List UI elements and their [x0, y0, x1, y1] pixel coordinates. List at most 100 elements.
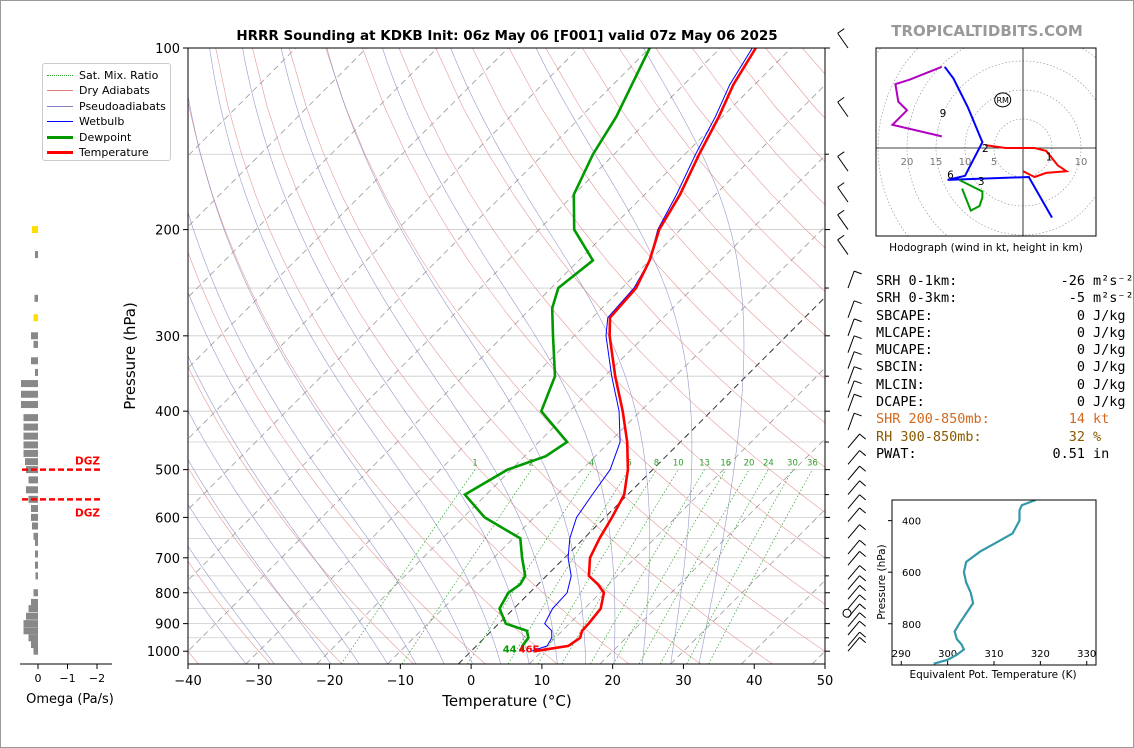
- wind-barb-staff: [847, 465, 860, 481]
- mixing-ratio-label: 10: [673, 459, 684, 469]
- x-tick-label: 10: [534, 674, 551, 689]
- theta-e-x-tick-label: 310: [984, 649, 1003, 660]
- wind-barb: [847, 450, 867, 465]
- pseudoadiabat: [643, 48, 745, 664]
- theta-e-x-label: Equivalent Pot. Temperature (K): [909, 669, 1076, 681]
- y-tick-label: 400: [155, 405, 180, 420]
- x-tick-label: −20: [316, 674, 343, 689]
- mixing-ratio-label: 2: [529, 459, 534, 469]
- mixing-ratio-label: 16: [720, 459, 731, 469]
- param-unit: J/kg: [1093, 359, 1126, 376]
- legend-label: Sat. Mix. Ratio: [79, 68, 159, 82]
- hodograph-green-segment: [958, 179, 984, 213]
- mixing-ratio-line: [537, 469, 657, 664]
- isotherm: [188, 48, 580, 440]
- param-row: SHR 200-850mb: 14 kt: [876, 411, 1134, 428]
- wind-barb-flag: [859, 637, 867, 643]
- wind-barb-staff: [847, 612, 860, 627]
- wind-barb-staff: [837, 186, 849, 203]
- wind-barb: [847, 300, 862, 318]
- param-unit: m²s⁻²: [1093, 273, 1134, 289]
- param-row: DCAPE: 0 J/kg: [876, 394, 1134, 411]
- wind-barb-flag: [859, 612, 867, 619]
- omega-bar: [23, 441, 38, 449]
- chart-title: HRRR Sounding at KDKB Init: 06z May 06 […: [236, 28, 777, 44]
- omega-bar: [21, 380, 38, 388]
- wind-barb-staff: [847, 551, 860, 566]
- wind-barb: [837, 234, 849, 255]
- omega-bar: [26, 486, 38, 494]
- param-row: PWAT: 0.51 in: [876, 446, 1134, 463]
- wind-barb-staff: [837, 32, 849, 49]
- dry-adiabat: [188, 560, 271, 664]
- wind-barb: [847, 412, 862, 431]
- param-row: MLCIN: 0 J/kg: [876, 377, 1134, 394]
- theta-e-panel: 290 300 310 320 330 400 600 800: [888, 500, 1096, 665]
- param-unit: J/kg: [1093, 307, 1126, 324]
- isotherm: [599, 438, 825, 664]
- legend-swatch: [47, 135, 73, 139]
- x-tick-label: −40: [174, 674, 201, 689]
- calm-wind-circle: [842, 608, 852, 618]
- omega-bar: [28, 476, 38, 484]
- omega-bar: [23, 627, 38, 635]
- hodograph-ring-label: 15: [930, 157, 943, 168]
- param-row-srh03: SRH 0-3km: -5 m²s⁻²: [876, 290, 1134, 307]
- legend-label: Dewpoint: [79, 130, 132, 144]
- omega-bar: [23, 449, 38, 457]
- omega-bar: [25, 458, 38, 466]
- mixing-ratio-label: 1: [472, 459, 477, 469]
- wind-barb-staff: [847, 539, 860, 555]
- isotherm: [528, 367, 825, 664]
- omega-bar: [31, 513, 38, 521]
- param-label: SHR 200-850mb:: [876, 411, 990, 428]
- pseudoadiabat: [188, 94, 473, 664]
- pseudoadiabat: [188, 503, 303, 664]
- theta-e-x-tick-label: 320: [1031, 649, 1050, 660]
- omega-bar: [34, 294, 38, 302]
- x-tick-label: −10: [387, 674, 414, 689]
- wind-barb-flag: [859, 575, 867, 582]
- omega-bar: [23, 414, 38, 422]
- legend-swatch: [47, 105, 73, 107]
- param-unit: J/kg: [1093, 394, 1126, 411]
- isotherm: [188, 48, 721, 582]
- omega-bar: [31, 641, 38, 649]
- param-unit: J/kg: [1093, 376, 1126, 393]
- wind-barb: [847, 465, 867, 481]
- pseudoadiabat: [188, 459, 332, 664]
- wind-barb: [847, 550, 867, 566]
- param-value: 0: [1076, 342, 1085, 359]
- hodograph-panel: 20 15 10 5 10 9 2 1 6 3 RM: [876, 48, 1096, 236]
- omega-bar: [26, 612, 38, 620]
- hodograph-frame: [875, 47, 1097, 237]
- wind-barb-staff: [847, 565, 860, 580]
- wind-barb-flag: [853, 318, 862, 323]
- legend-entry: Wetbulb: [47, 115, 124, 129]
- wind-barb-flag: [853, 412, 862, 417]
- omega-bar: [23, 432, 38, 440]
- wind-barb: [847, 494, 867, 509]
- wind-barb-flag: [859, 524, 867, 531]
- pseudoadiabat: [280, 48, 558, 664]
- wind-barb-staff: [847, 594, 860, 609]
- param-label: MLCAPE:: [876, 324, 933, 341]
- wind-barb-flag: [837, 28, 845, 34]
- hodograph-ring-label: 20: [901, 157, 914, 168]
- hodograph-ring-label: 10: [1075, 157, 1088, 168]
- omega-bar: [35, 251, 38, 259]
- hodograph-height-label: 6: [947, 170, 954, 182]
- omega-bar: [23, 620, 38, 628]
- pseudoadiabat: [450, 48, 650, 664]
- wind-barb-staff: [847, 270, 855, 289]
- y-tick-label: 700: [155, 552, 180, 567]
- theta-e-x-tick-label: 330: [1077, 649, 1096, 660]
- wind-barb-staff: [847, 394, 855, 412]
- omega-bar: [28, 634, 38, 642]
- temperature-profile: [534, 48, 757, 653]
- wind-barb-staff: [837, 101, 849, 118]
- hodograph-purple-segment: [890, 65, 943, 138]
- wind-barb-staff: [847, 585, 860, 600]
- dry-adiabat: [188, 365, 414, 664]
